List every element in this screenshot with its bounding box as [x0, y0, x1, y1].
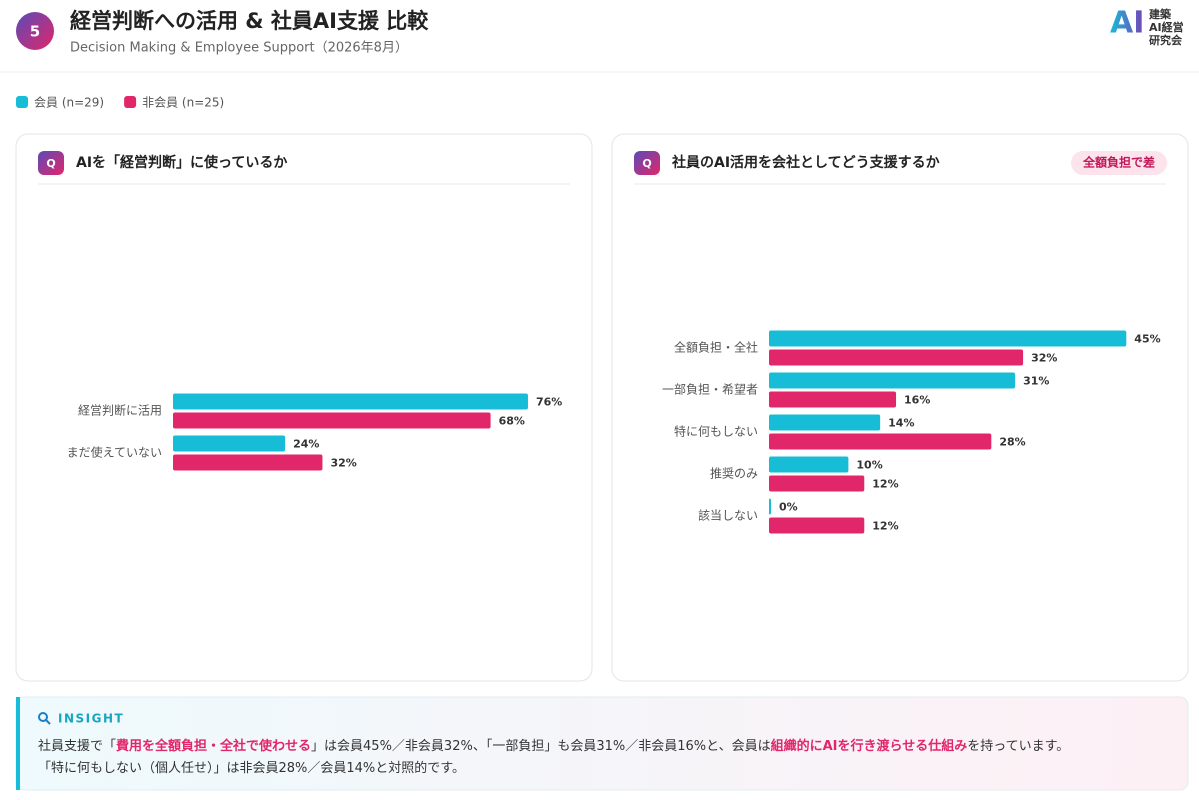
- panel: [611, 133, 1189, 682]
- insight-segment: 「特に何もしない（個人任せ）」は非会員28%／会員14%と対照的です。: [38, 760, 465, 776]
- bar: [769, 349, 1024, 366]
- bar: [769, 498, 771, 515]
- insight-segment: を持っています。: [967, 739, 1069, 754]
- value-label: 10%: [856, 459, 882, 472]
- category-label: 全額負担・全社: [674, 340, 758, 355]
- q-icon-text: Q: [642, 157, 651, 170]
- search-icon: [38, 712, 48, 722]
- legend-label: 会員 (n=29): [34, 96, 104, 110]
- insight-segment: 組織的にAIを行き渡らせる仕組み: [771, 738, 968, 754]
- logo-text: 研究会: [1149, 33, 1183, 47]
- insight-accent: [16, 697, 20, 790]
- insight-label: INSIGHT: [58, 712, 124, 726]
- logo-text: AI経営: [1149, 20, 1184, 34]
- insight-segment: 社員支援で「: [38, 738, 116, 754]
- category-label: 一部負担・希望者: [662, 382, 758, 397]
- bar: [173, 393, 528, 410]
- value-label: 31%: [1023, 375, 1049, 388]
- legend-swatch: [124, 96, 137, 108]
- title: 経営判断への活用 & 社員AI支援 比較: [70, 9, 429, 33]
- legend-swatch: [16, 96, 28, 108]
- value-label: 32%: [1031, 352, 1057, 365]
- value-label: 45%: [1134, 333, 1160, 346]
- insight-segment: 費用を全額負担・全社で使わせる: [116, 738, 311, 754]
- legend-label: 非会員 (n=25): [142, 96, 224, 110]
- category-label: 該当しない: [698, 508, 758, 523]
- category-label: 特に何もしない: [674, 424, 758, 439]
- category-label: 経営判断に活用: [78, 403, 162, 418]
- tag: 全額負担で差: [1082, 155, 1155, 170]
- bar: [769, 330, 1127, 347]
- value-label: 12%: [872, 478, 898, 491]
- value-label: 68%: [499, 415, 525, 428]
- bar: [769, 456, 849, 473]
- logo-text: 建築: [1149, 7, 1172, 21]
- value-label: 0%: [779, 501, 798, 514]
- value-label: 24%: [293, 438, 319, 451]
- q-icon-text: Q: [46, 157, 55, 170]
- value-label: 28%: [999, 436, 1025, 449]
- bar: [769, 391, 897, 408]
- bar: [173, 454, 323, 471]
- bar: [769, 517, 865, 534]
- badge-number: 5: [30, 23, 40, 41]
- bar: [769, 433, 992, 450]
- value-label: 12%: [872, 520, 898, 533]
- value-label: 16%: [904, 394, 930, 407]
- insight-text: 社員支援で「費用を全額負担・全社で使わせる」は会員45%／非会員32%、「一部負…: [38, 738, 1069, 754]
- insight-segment: 」は会員45%／非会員32%、「一部負担」も会員31%／非会員16%と、会員は: [311, 739, 771, 754]
- category-label: 推奨のみ: [710, 467, 758, 481]
- bar: [769, 372, 1016, 389]
- logo-mark: AI: [1110, 6, 1144, 41]
- panel-title: AIを「経営判断」に使っているか: [76, 154, 287, 171]
- bar: [173, 412, 491, 429]
- badge: [16, 12, 54, 50]
- search-icon: [45, 719, 51, 725]
- bar: [173, 435, 286, 452]
- subtitle: Decision Making & Employee Support（2026年…: [70, 41, 408, 56]
- panel-title: 社員のAI活用を会社としてどう支援するか: [671, 154, 940, 171]
- value-label: 76%: [536, 396, 562, 409]
- q-icon: [38, 151, 64, 175]
- q-icon: [634, 151, 660, 175]
- bar: [769, 414, 881, 431]
- insight-text: 「特に何もしない（個人任せ）」は非会員28%／会員14%と対照的です。: [38, 760, 465, 776]
- category-label: まだ使えていない: [67, 445, 162, 460]
- value-label: 14%: [888, 417, 914, 430]
- bar: [769, 475, 865, 492]
- tag-pill: [1070, 151, 1168, 175]
- value-label: 32%: [330, 457, 356, 470]
